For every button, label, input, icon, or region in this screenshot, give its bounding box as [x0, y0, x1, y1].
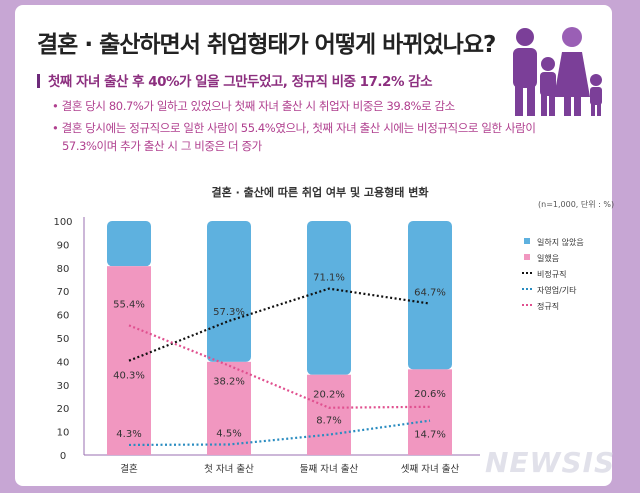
bar-not-worked [307, 221, 351, 375]
y-tick-label: 70 [57, 287, 70, 298]
subheading: 첫째 자녀 출산 후 40%가 일을 그만두었고, 정규직 비중 17.2% 감… [37, 70, 433, 90]
data-label: 4.5% [216, 428, 241, 439]
data-label: 40.3% [113, 371, 145, 382]
line-자영업/기타 [128, 419, 431, 447]
data-label: 57.3% [213, 307, 245, 318]
y-tick-label: 50 [57, 334, 70, 345]
y-tick-label: 90 [57, 240, 70, 251]
legend-label: 자영업/기타 [537, 285, 577, 295]
chart-note: (n=1,000, 단위 : %) [538, 200, 615, 209]
bar-not-worked [207, 221, 251, 362]
bar-not-worked [408, 221, 452, 370]
bullet-2: • 결혼 당시에는 정규직으로 일한 사람이 55.4%였으나, 첫째 자녀 출… [52, 121, 536, 135]
family-icon [513, 27, 602, 116]
legend-swatch [524, 254, 530, 260]
x-tick-label: 첫 자녀 출산 [204, 464, 254, 475]
bar-worked [408, 369, 452, 455]
legend-label: 일하지 않았음 [537, 237, 584, 247]
line-비정규직 [128, 287, 431, 362]
data-label: 14.7% [414, 430, 446, 441]
x-tick-label: 결혼 [120, 463, 138, 475]
data-label: 55.4% [113, 299, 145, 310]
y-tick-label: 20 [57, 404, 70, 415]
y-tick-label: 60 [57, 311, 70, 322]
y-tick-label: 10 [57, 428, 70, 439]
y-tick-label: 80 [57, 264, 70, 275]
x-tick-label: 둘째 자녀 출산 [300, 464, 359, 475]
y-tick-label: 0 [60, 451, 66, 462]
data-label: 38.2% [213, 377, 245, 388]
line-정규직 [128, 324, 431, 409]
y-tick-label: 100 [53, 217, 72, 228]
legend-label: 비정규직 [537, 269, 566, 279]
data-label: 8.7% [316, 416, 341, 427]
data-label: 71.1% [313, 273, 345, 284]
bar-worked [207, 361, 251, 455]
legend-swatch [524, 238, 530, 244]
bar-not-worked [107, 221, 151, 267]
page-title: 결혼 · 출산하면서 취업형태가 어떻게 바뀌었나요? [37, 32, 496, 58]
legend-label: 일했음 [537, 253, 559, 263]
watermark: NEWSIS [485, 446, 616, 479]
bullet-1: • 결혼 당시 80.7%가 일하고 있었으나 첫째 자녀 출산 시 취업자 비… [52, 99, 455, 113]
chart-title: 결혼 · 출산에 따른 취업 여부 및 고용형태 변화 [211, 186, 429, 199]
data-label: 20.6% [414, 389, 446, 400]
data-label: 20.2% [313, 390, 345, 401]
data-label: 64.7% [414, 288, 446, 299]
y-tick-label: 40 [57, 357, 70, 368]
bullet-2-cont: 57.3%이며 추가 출산 시 그 비중은 더 증가 [62, 139, 262, 153]
data-label: 4.3% [116, 429, 141, 440]
bar-worked [307, 374, 351, 455]
x-tick-label: 셋째 자녀 출산 [401, 464, 460, 475]
y-tick-label: 30 [57, 381, 70, 392]
legend-label: 정규직 [537, 301, 559, 311]
